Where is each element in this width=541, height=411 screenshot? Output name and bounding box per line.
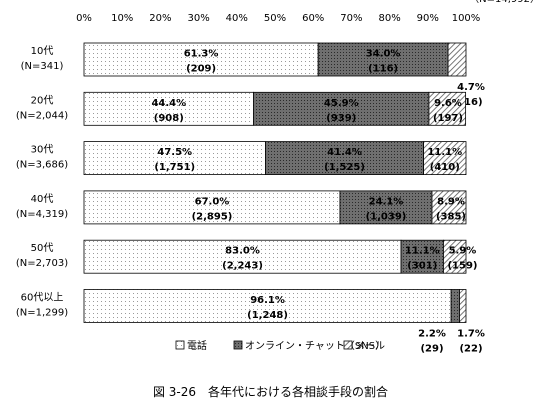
data-label-percent: 44.4% <box>151 98 186 109</box>
legend-swatch <box>233 340 243 350</box>
x-tick-label: 30% <box>187 13 209 24</box>
bar-segment <box>428 91 467 126</box>
legend-swatch <box>175 340 185 350</box>
bar-segment <box>423 141 467 176</box>
data-label-percent: 67.0% <box>195 196 230 207</box>
category-label: 30代 <box>31 144 54 156</box>
bar-segment <box>443 239 467 274</box>
category-n-label: (N=2,044) <box>16 110 68 121</box>
bar-segment <box>459 289 467 323</box>
category-n-label: (N=3,686) <box>16 160 68 171</box>
data-label-count: (197) <box>433 113 463 124</box>
x-tick-label: 0% <box>76 13 92 24</box>
category-label: 10代 <box>31 45 54 57</box>
legend-swatch <box>343 340 353 350</box>
x-tick-label: 70% <box>340 13 362 24</box>
bar-segment <box>253 91 430 126</box>
category-label: 50代 <box>31 242 54 254</box>
data-label-count: (209) <box>186 64 216 75</box>
legend: 電話 オンライン・チャット（SNS）メール <box>175 339 385 352</box>
data-label-percent: 11.1% <box>405 246 440 257</box>
bar-segment <box>83 190 341 225</box>
data-label-percent: 8.9% <box>437 196 465 207</box>
data-label-count: (1,751) <box>154 162 195 173</box>
data-label-percent: 41.4% <box>327 147 362 158</box>
data-label-percent: 2.2% <box>418 329 446 340</box>
x-tick-label: 80% <box>378 13 400 24</box>
bar-segment <box>265 141 424 176</box>
data-label-count: (1,039) <box>366 211 407 222</box>
bar-segment <box>431 190 467 225</box>
bar-segment <box>450 289 460 323</box>
category-n-label: (N=341) <box>21 61 64 72</box>
data-label-percent: 9.6% <box>434 98 462 109</box>
data-label-count: (1,248) <box>247 310 288 321</box>
data-label-count: (410) <box>430 162 460 173</box>
x-tick-label: 10% <box>111 13 133 24</box>
bars: 61.3% (209) 34.0% (116) 4.7% (16) 44.4% (908) 45… <box>83 42 485 355</box>
data-label-percent: 34.0% <box>366 49 401 60</box>
data-label-count: (939) <box>326 113 356 124</box>
data-label-percent: 1.7% <box>457 329 485 340</box>
data-label-percent: 5.9% <box>449 246 477 257</box>
x-tick-label: 60% <box>302 13 324 24</box>
bar-segment <box>83 239 402 274</box>
x-axis: 0% 10% 20% 30% 40% 50% 60% 70% 80% 90% 100% （N=14,9… <box>76 0 540 24</box>
data-label-count: (2,895) <box>192 211 233 222</box>
legend-label: 電話 <box>187 339 207 352</box>
data-label-count: (29) <box>420 344 443 355</box>
bar-segment <box>317 42 449 77</box>
x-tick-label: 100% <box>452 13 481 24</box>
x-tick-label: 50% <box>264 13 286 24</box>
x-tick-label: 40% <box>226 13 248 24</box>
bar-segment <box>339 190 433 225</box>
bar-segment <box>447 42 467 77</box>
data-label-percent: 45.9% <box>324 98 359 109</box>
data-label-count: (116) <box>368 64 398 75</box>
data-label-count: (1,525) <box>324 162 365 173</box>
data-label-count: (2,243) <box>222 261 263 272</box>
data-label-count: (159) <box>447 261 477 272</box>
data-label-percent: 24.1% <box>369 196 404 207</box>
data-label-percent: 11.1% <box>427 147 462 158</box>
data-label-count: (385) <box>436 211 466 222</box>
data-label-percent: 4.7% <box>457 82 485 93</box>
category-label: 60代以上 <box>21 292 64 304</box>
stacked-bar-chart: 0% 10% 20% 30% 40% 50% 60% 70% 80% 90% 100% （N=14,9… <box>16 0 540 355</box>
bar-segment <box>83 289 452 323</box>
sample-size-note: （N=14,992） <box>469 0 540 5</box>
category-labels: 10代 (N=341) 20代 (N=2,044) 30代 (N=3,686) 40代 (N=… <box>16 45 68 319</box>
legend-label: メール <box>355 341 385 352</box>
data-label-percent: 61.3% <box>184 49 219 60</box>
x-tick-label: 90% <box>417 13 439 24</box>
category-n-label: (N=2,703) <box>16 258 68 269</box>
data-label-percent: 96.1% <box>250 295 285 306</box>
data-label-count: (908) <box>154 113 184 124</box>
category-label: 40代 <box>31 193 54 205</box>
bar-segment <box>400 239 444 274</box>
x-tick-label: 20% <box>149 13 171 24</box>
bar-segment <box>83 141 266 176</box>
data-label-count: (301) <box>407 261 437 272</box>
data-label-count: (16) <box>459 97 482 108</box>
category-n-label: (N=4,319) <box>16 209 68 220</box>
data-label-percent: 47.5% <box>157 147 192 158</box>
figure-caption: 図 3-26 各年代における各相談手段の割合 <box>152 385 389 399</box>
data-label-percent: 83.0% <box>225 246 260 257</box>
data-label-count: (22) <box>459 344 482 355</box>
category-label: 20代 <box>31 94 54 106</box>
category-n-label: (N=1,299) <box>16 308 68 319</box>
bar-segment <box>83 42 319 77</box>
